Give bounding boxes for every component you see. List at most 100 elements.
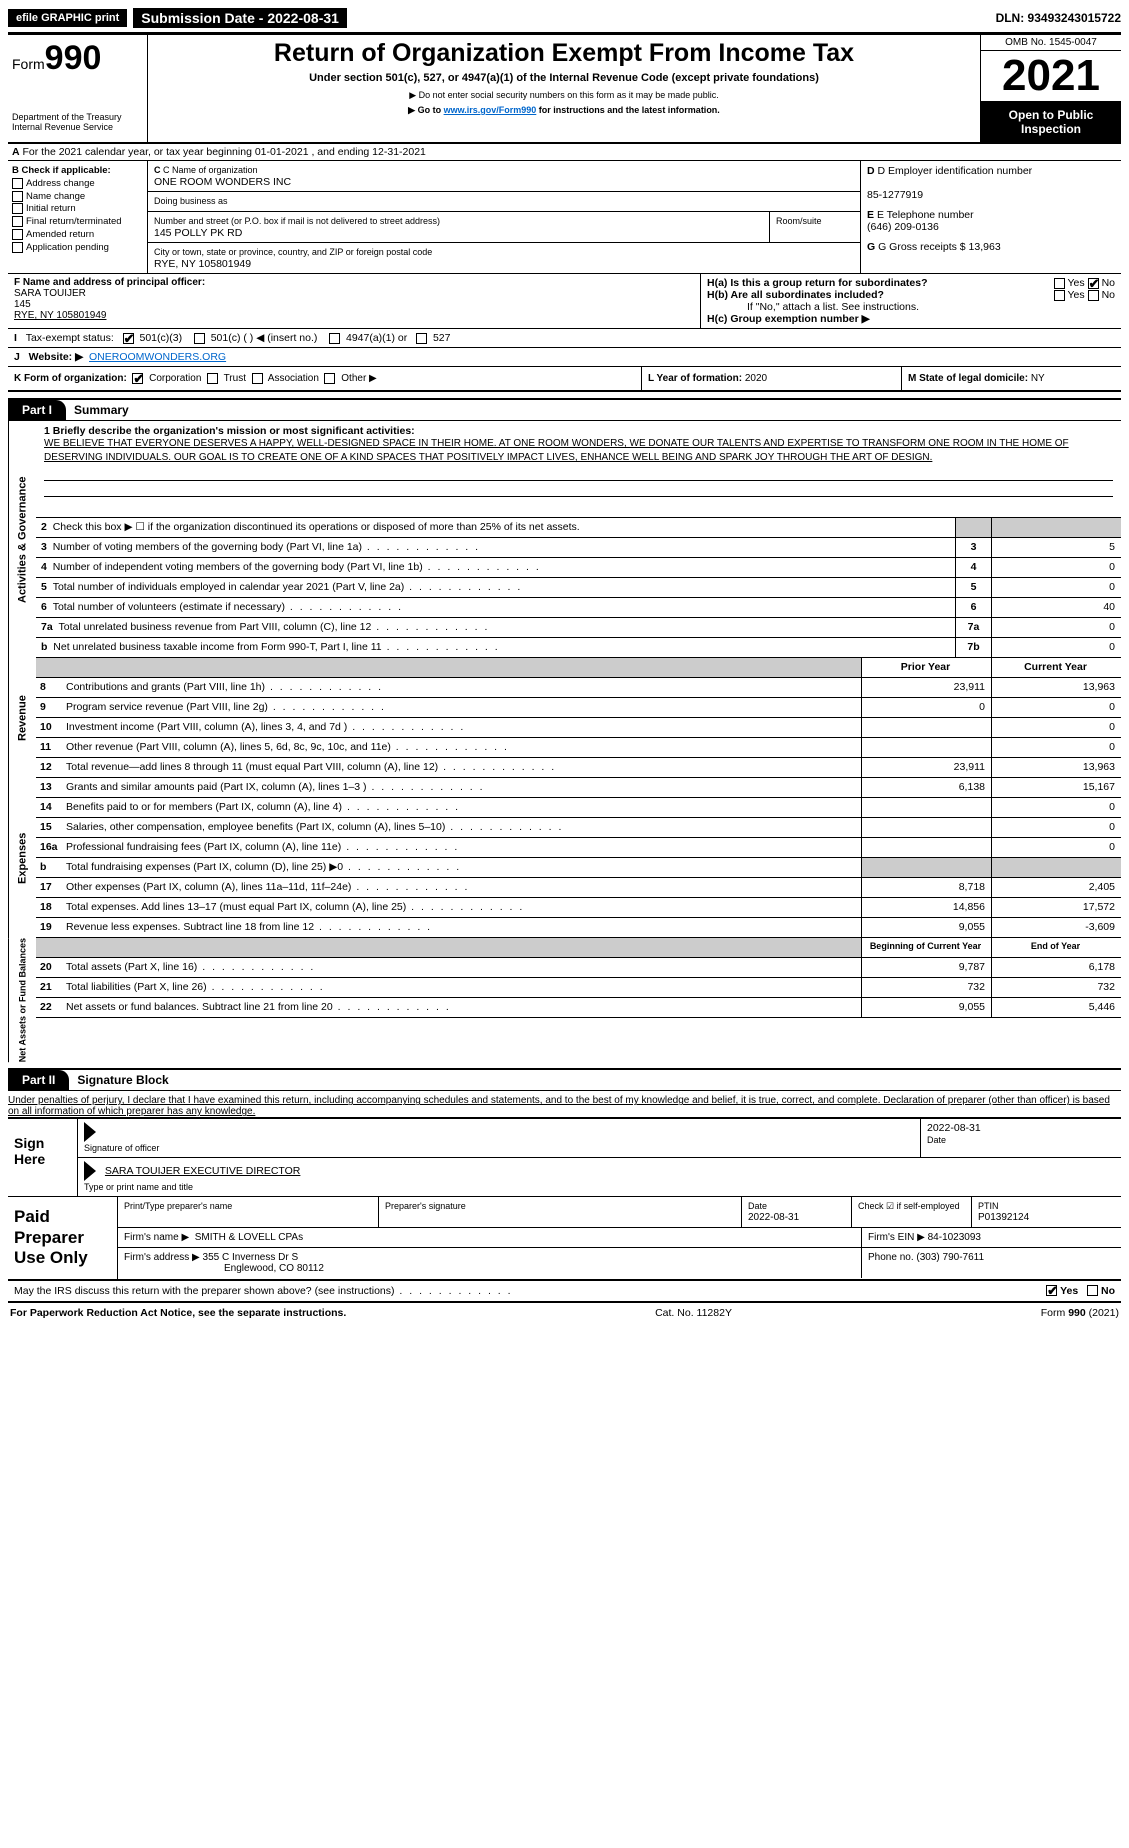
cur-16a: 0 [991,838,1121,858]
cur-20: 6,178 [991,958,1121,978]
section-a: A For the 2021 calendar year, or tax yea… [8,144,1121,161]
prior-8: 23,911 [861,678,991,698]
ssn-note: ▶ Do not enter social security numbers o… [158,90,970,101]
chk-discuss-no[interactable] [1087,1285,1098,1296]
prior-21: 732 [861,978,991,998]
prior-9: 0 [861,698,991,718]
part1-body: Activities & Governance 1 Briefly descri… [8,421,1121,658]
chk-4947[interactable] [329,333,340,344]
hdr-prior-year: Prior Year [861,658,991,678]
chk-ha-yes[interactable] [1054,278,1065,289]
mission-text: WE BELIEVE THAT EVERYONE DESERVES A HAPP… [44,438,1069,463]
section-klm: K Form of organization: Corporation Trus… [8,366,1121,392]
firm-ein: 84-1023093 [928,1232,981,1243]
hdr-end-year: End of Year [991,938,1121,958]
vlabel-activities: Activities & Governance [8,421,36,658]
chk-hb-no[interactable] [1088,290,1099,301]
page-footer: For Paperwork Reduction Act Notice, see … [8,1303,1121,1323]
cur-18: 17,572 [991,898,1121,918]
telephone: (646) 209-0136 [867,221,939,233]
dept-treasury: Department of the Treasury [12,112,143,122]
chk-corp[interactable] [132,373,143,384]
cur-11: 0 [991,738,1121,758]
val-6: 40 [991,598,1121,618]
chk-name-change[interactable] [12,191,23,202]
firm-addr2: Englewood, CO 80112 [124,1263,324,1274]
cur-13: 15,167 [991,778,1121,798]
form-header: Form990 Department of the Treasury Inter… [8,35,1121,144]
section-deg: D D Employer identification number 85-12… [861,161,1121,273]
cur-19: -3,609 [991,918,1121,938]
discuss-row: May the IRS discuss this return with the… [8,1281,1121,1303]
irs-link[interactable]: www.irs.gov/Form990 [444,105,537,115]
prior-16a [861,838,991,858]
chk-address-change[interactable] [12,178,23,189]
form-subtitle: Under section 501(c), 527, or 4947(a)(1)… [158,72,970,84]
vlabel-netassets: Net Assets or Fund Balances [8,938,36,1062]
cur-15: 0 [991,818,1121,838]
firm-name: SMITH & LOVELL CPAs [195,1232,303,1243]
hdr-current-year: Current Year [991,658,1121,678]
cur-22: 5,446 [991,998,1121,1018]
prior-11 [861,738,991,758]
vlabel-revenue: Revenue [8,658,36,778]
website-link[interactable]: ONEROOMWONDERS.ORG [89,351,226,363]
chk-discuss-yes[interactable] [1046,1285,1057,1296]
chk-final-return[interactable] [12,216,23,227]
prior-14 [861,798,991,818]
chk-hb-yes[interactable] [1054,290,1065,301]
chk-ha-no[interactable] [1088,278,1099,289]
chk-application-pending[interactable] [12,242,23,253]
prior-17: 8,718 [861,878,991,898]
firm-addr1: 355 C Inverness Dr S [203,1252,299,1263]
ein: 85-1277919 [867,189,923,201]
city-state-zip: RYE, NY 105801949 [154,258,251,270]
sig-date: 2022-08-31 [927,1122,981,1134]
arrow-icon [84,1161,96,1181]
val-4: 0 [991,558,1121,578]
prior-19: 9,055 [861,918,991,938]
val-5: 0 [991,578,1121,598]
cur-14: 0 [991,798,1121,818]
efile-tag: efile GRAPHIC print [8,9,127,27]
form-number: Form990 [12,39,143,78]
street-address: 145 POLLY PK RD [154,227,242,239]
chk-501c[interactable] [194,333,205,344]
gross-receipts: 13,963 [969,241,1001,253]
ptin: P01392124 [978,1212,1029,1223]
dln: DLN: 93493243015722 [996,11,1121,25]
section-i: I Tax-exempt status: 501(c)(3) 501(c) ( … [8,328,1121,347]
cur-12: 13,963 [991,758,1121,778]
officer-typed-name: SARA TOUIJER EXECUTIVE DIRECTOR [105,1165,300,1177]
chk-assoc[interactable] [252,373,263,384]
section-c: C C Name of organization ONE ROOM WONDER… [148,161,861,273]
cur-9: 0 [991,698,1121,718]
sign-here-block: Sign Here Signature of officer 2022-08-3… [8,1117,1121,1197]
chk-trust[interactable] [207,373,218,384]
prior-10 [861,718,991,738]
section-b: B Check if applicable: Address change Na… [8,161,148,273]
line1-label: 1 Briefly describe the organization's mi… [44,425,415,437]
sig-officer-label: Signature of officer [84,1143,159,1153]
firm-phone: (303) 790-7611 [916,1252,984,1263]
year-formation: 2020 [745,373,767,384]
prior-13: 6,138 [861,778,991,798]
omb-number: OMB No. 1545-0047 [981,35,1121,51]
part1-header: Part I Summary [8,398,1121,421]
hdr-begin-year: Beginning of Current Year [861,938,991,958]
arrow-icon [84,1122,96,1142]
prior-12: 23,911 [861,758,991,778]
prior-b [861,858,991,878]
section-fh: F Name and address of principal officer:… [8,273,1121,328]
section-j: J Website: ▶ ONEROOMWONDERS.ORG [8,347,1121,366]
chk-527[interactable] [416,333,427,344]
val-7a: 0 [991,618,1121,638]
chk-other[interactable] [324,373,335,384]
cur-17: 2,405 [991,878,1121,898]
chk-amended[interactable] [12,229,23,240]
prior-22: 9,055 [861,998,991,1018]
chk-501c3[interactable] [123,333,134,344]
vlabel-expenses: Expenses [8,778,36,938]
chk-initial-return[interactable] [12,203,23,214]
penalty-text: Under penalties of perjury, I declare th… [8,1095,1121,1117]
